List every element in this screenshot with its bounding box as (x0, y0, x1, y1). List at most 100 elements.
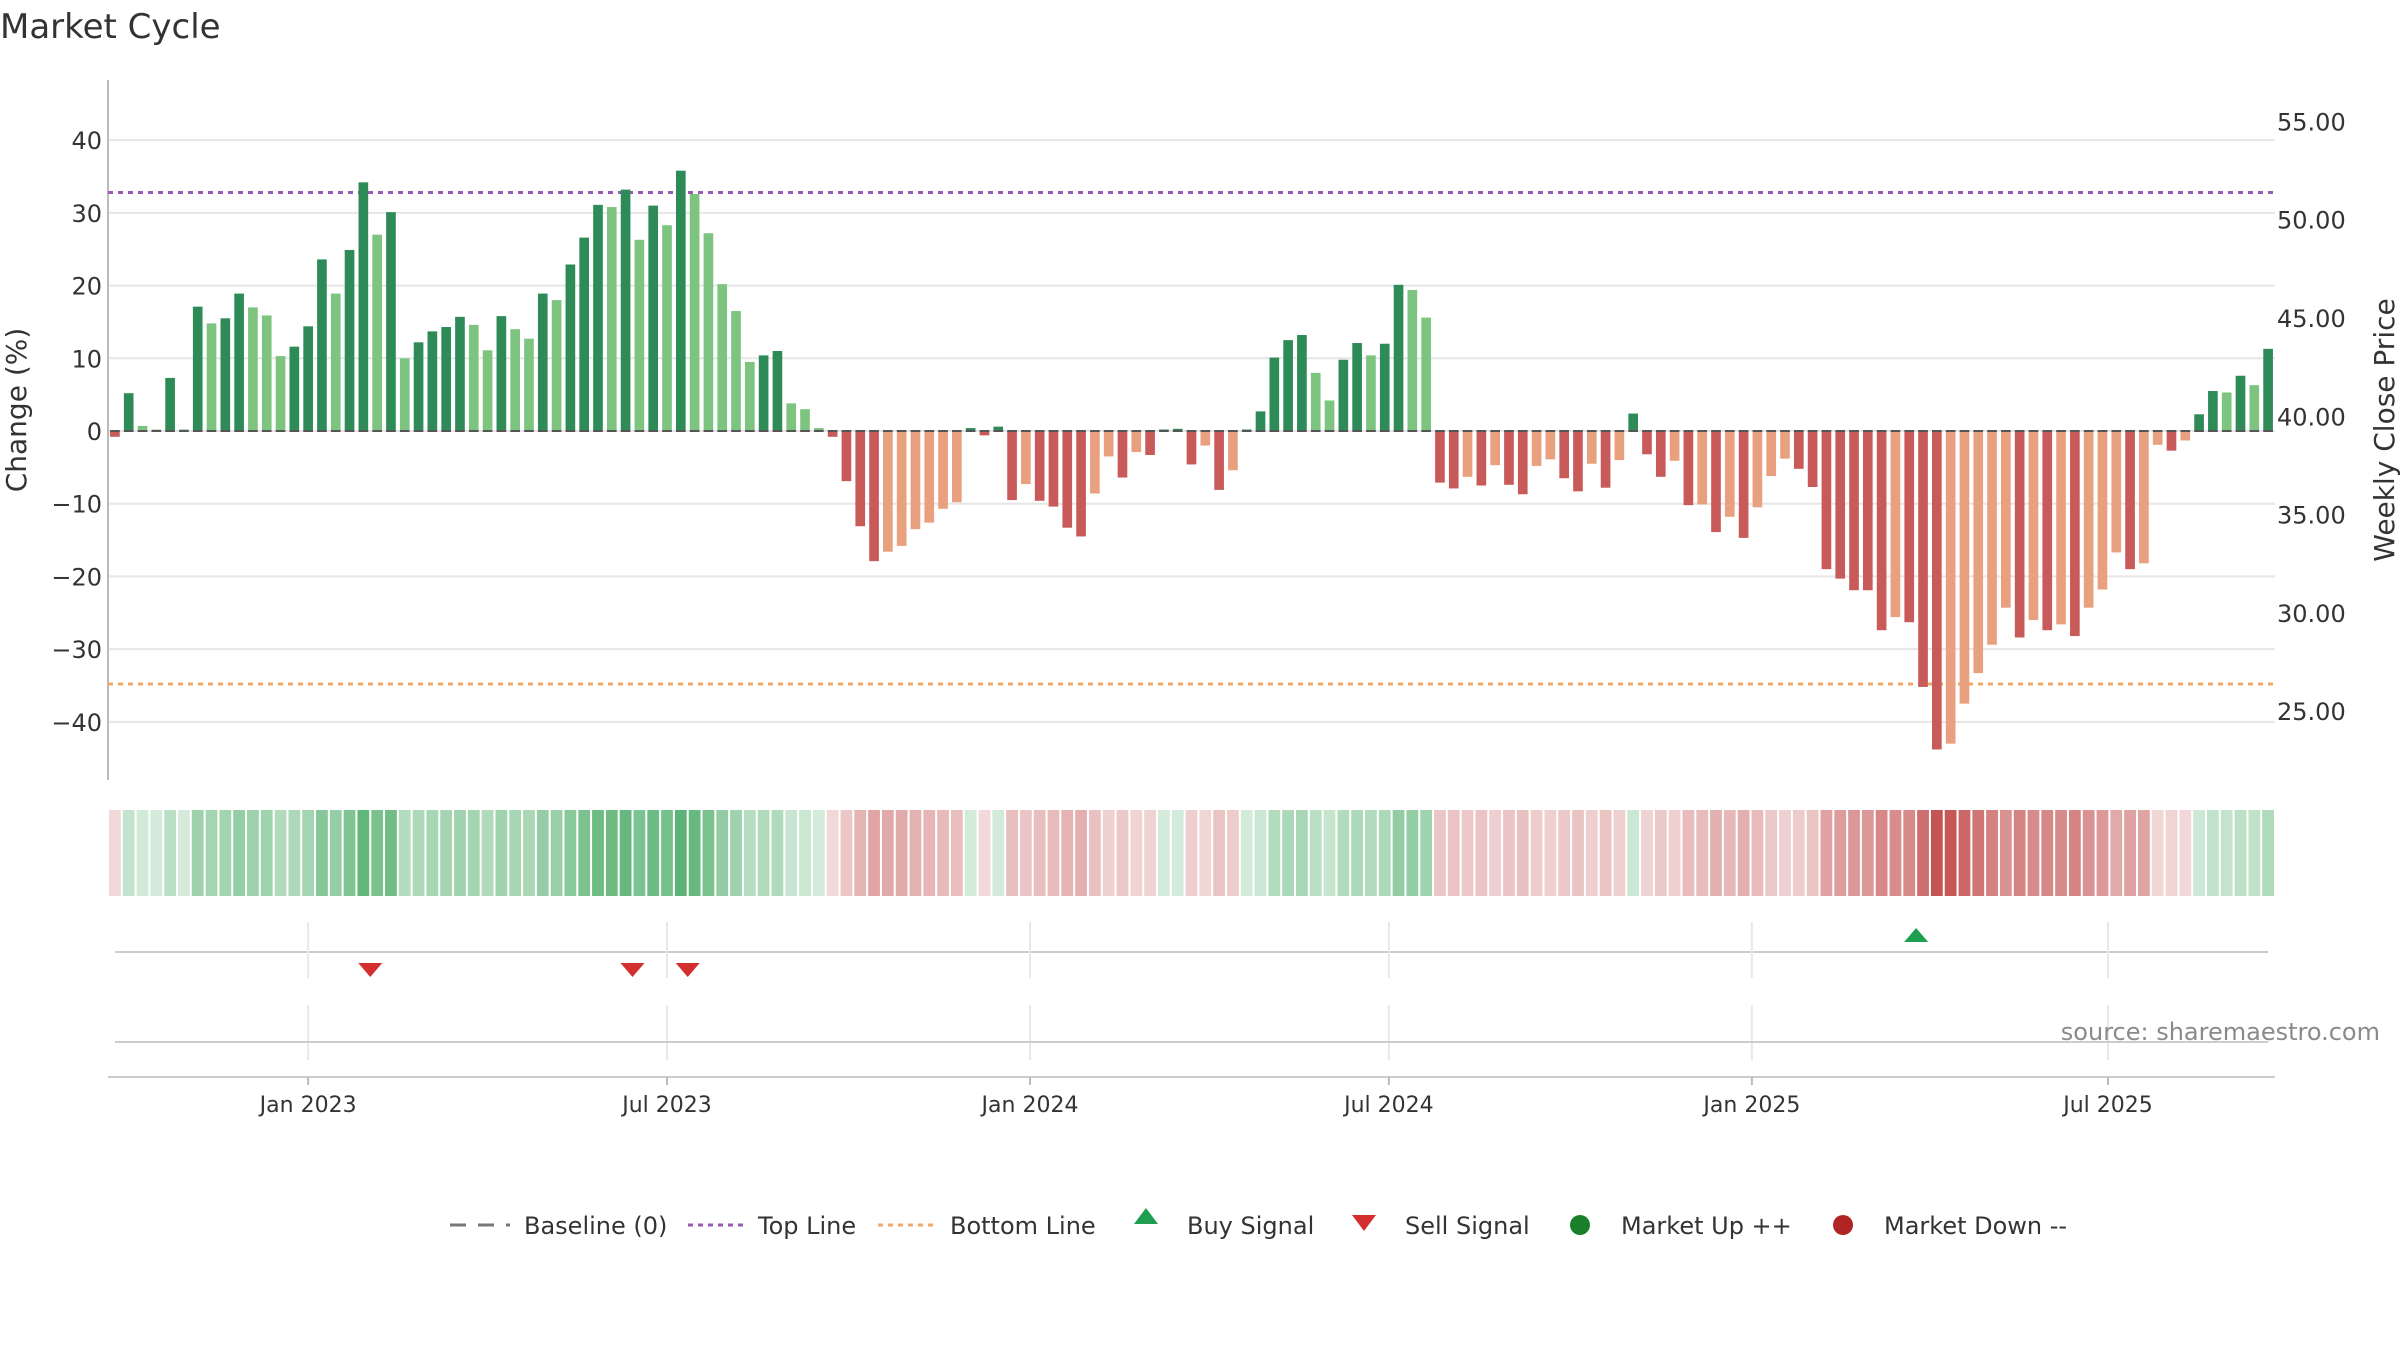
bar (399, 358, 410, 431)
bar (482, 350, 493, 431)
y-tick-label: −40 (51, 709, 102, 737)
bar (2249, 385, 2260, 431)
heatmap-cell (2220, 810, 2233, 896)
bar (1269, 357, 1280, 431)
heatmap-cell (1254, 810, 1267, 896)
bar (1752, 431, 1763, 508)
bar (634, 239, 645, 431)
bar (1228, 431, 1238, 471)
heatmap-cell (881, 810, 894, 896)
heatmap-cell (426, 810, 439, 896)
bar (593, 204, 603, 431)
legend-item-up: Market Up ++ (1570, 1212, 1792, 1240)
heatmap-cell (730, 810, 742, 896)
bar (1531, 431, 1542, 466)
heatmap-cell (661, 810, 673, 896)
bar (1628, 413, 1639, 431)
bar (1890, 431, 1901, 618)
heatmap-cell (122, 810, 135, 896)
heatmap-cell (1461, 810, 1474, 896)
heatmap-cell (178, 810, 190, 896)
bar (2194, 414, 2204, 431)
y2-axis-ticks: 55.00 50.00 45.00 40.00 35.00 30.00 25.00 (2277, 108, 2346, 726)
bar (1407, 289, 1418, 431)
heatmap-cell (398, 810, 411, 896)
heatmap-cell (1171, 810, 1184, 896)
bar (786, 403, 797, 431)
bar (1145, 431, 1155, 455)
heatmap-cell (481, 810, 494, 896)
bar (372, 234, 382, 431)
heatmap-cell (329, 810, 342, 896)
heatmap-cell (1088, 810, 1101, 896)
legend: Baseline (0) Top Line Bottom Line Buy Signa… (450, 1208, 2067, 1240)
bar (1255, 411, 1266, 431)
bar (1849, 431, 1859, 591)
bar (1780, 431, 1790, 459)
heatmap-cell (771, 810, 784, 896)
bar (2097, 431, 2108, 590)
bar (717, 284, 728, 431)
bar (1932, 431, 1942, 750)
heatmap-cell (1544, 810, 1557, 896)
heatmap-cell (1365, 810, 1377, 896)
bar (2111, 431, 2122, 553)
y2-axis-title: Weekly Close Price (2368, 298, 2400, 561)
bar (2125, 431, 2135, 570)
heatmap-cell (619, 810, 632, 896)
heatmap-cell (1696, 810, 1709, 896)
heatmap-cell (2096, 810, 2109, 896)
bar (1090, 431, 1100, 494)
y-axis-title: Change (%) (0, 328, 33, 493)
heatmap-cell (826, 810, 839, 896)
heatmap-cell (136, 810, 149, 896)
heatmap-cell (1875, 810, 1888, 896)
bar (1448, 431, 1459, 489)
heatmap-cell (1820, 810, 1833, 896)
heatmap-cell (1240, 810, 1253, 896)
bar (855, 431, 866, 527)
y2-tick-label: 40.00 (2277, 403, 2346, 431)
bar (2083, 431, 2094, 608)
bar (1421, 317, 1431, 431)
buy-signal-swatch (1134, 1208, 1158, 1224)
legend-label: Bottom Line (950, 1212, 1096, 1240)
bar (1655, 431, 1666, 477)
heatmap-cell (592, 810, 604, 896)
bar (123, 393, 134, 431)
bar (1338, 359, 1349, 431)
bar (910, 431, 921, 530)
heatmap-cell (840, 810, 853, 896)
bar (1297, 335, 1307, 431)
heatmap-cell (1999, 810, 2012, 896)
legend-item-top: Top Line (688, 1212, 856, 1240)
heatmap-cell (757, 810, 770, 896)
bar (1476, 431, 1487, 486)
heatmap-cell (1779, 810, 1791, 896)
sell-signal-marker (358, 963, 383, 977)
heatmap-cell (1309, 810, 1322, 896)
heatmap-cell (1323, 810, 1336, 896)
y-tick-label: −20 (51, 563, 102, 591)
bar (620, 189, 631, 431)
bar (772, 351, 783, 431)
heatmap-cell (1682, 810, 1695, 896)
bar (993, 426, 1004, 431)
bar (1283, 340, 1293, 431)
heatmap-cell (688, 810, 701, 896)
heatmap-cell (578, 810, 591, 896)
bar (1697, 431, 1708, 505)
x-tick-label: Jan 2023 (258, 1093, 357, 1118)
bar (1559, 431, 1569, 479)
bar (1048, 431, 1059, 507)
bar (2042, 431, 2053, 631)
heatmap-cell (1282, 810, 1295, 896)
heatmap-cell (1986, 810, 1998, 896)
heatmap-cell (1213, 810, 1226, 896)
heatmap-cell (371, 810, 384, 896)
heatmap-cell (1199, 810, 1212, 896)
bar (496, 316, 507, 431)
bar (1683, 431, 1694, 506)
y-tick-label: −10 (51, 491, 102, 519)
